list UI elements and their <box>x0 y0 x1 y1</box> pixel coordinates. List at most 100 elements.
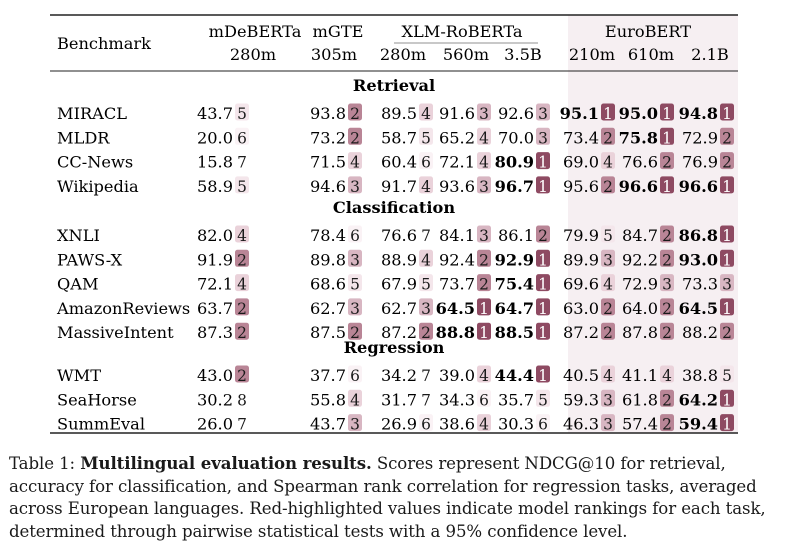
score-value: 43.0 <box>197 366 233 385</box>
rank-number: 3 <box>603 391 613 409</box>
score-value: 95.6 <box>563 177 599 196</box>
rank-number: 2 <box>662 391 672 409</box>
rank-badge <box>601 103 615 121</box>
rank-badge <box>419 103 433 121</box>
rank-number: 1 <box>538 251 548 269</box>
rank-badge <box>419 249 433 267</box>
rank-number: 3 <box>603 251 613 269</box>
score-value: 84.7 <box>622 226 658 245</box>
score-value: 63.7 <box>197 299 233 318</box>
rank-badge <box>419 298 433 316</box>
rank-number: 3 <box>538 105 548 123</box>
rank-badge <box>348 298 362 316</box>
score-value: 70.0 <box>498 128 534 147</box>
section-title-classification: Classification <box>333 198 455 217</box>
rank-number: 2 <box>479 276 489 294</box>
score-value: 69.0 <box>563 153 599 172</box>
rank-number: 3 <box>722 276 732 294</box>
model-name-mgte: mGTE <box>313 22 364 41</box>
rank-number: 2 <box>603 324 613 342</box>
section-title-retrieval: Retrieval <box>353 76 435 95</box>
score-value: 79.9 <box>563 226 599 245</box>
score-value: 87.2 <box>563 323 599 342</box>
score-value: 44.4 <box>495 366 534 385</box>
model-name-eurobert: EuroBERT <box>605 22 691 41</box>
rank-badge <box>660 127 674 145</box>
rank-number: 2 <box>662 154 672 172</box>
rank-badge <box>477 176 491 194</box>
rank-number: 3 <box>479 105 489 123</box>
score-value: 64.5 <box>436 299 475 318</box>
score-value: 20.0 <box>197 128 233 147</box>
rank-badge <box>477 298 491 316</box>
rank-badge <box>536 127 550 145</box>
score-value: 87.2 <box>381 323 417 342</box>
model-size-label: 305m <box>311 45 357 64</box>
score-value: 59.4 <box>679 415 718 434</box>
score-value: 93.6 <box>439 177 475 196</box>
rank-number: 1 <box>722 178 732 196</box>
benchmark-name: Wikipedia <box>57 177 139 196</box>
rank-number: 4 <box>603 367 613 385</box>
rank-badge <box>477 225 491 243</box>
score-value: 87.3 <box>197 323 233 342</box>
rank-number: 3 <box>350 416 360 434</box>
rank-badge <box>419 127 433 145</box>
rank-badge <box>235 225 249 243</box>
rank-number: 7 <box>421 367 431 385</box>
score-value: 96.7 <box>495 177 534 196</box>
rank-number: 3 <box>421 300 431 318</box>
score-value: 40.5 <box>563 366 599 385</box>
rank-number: 1 <box>538 367 548 385</box>
rank-badge <box>419 389 433 407</box>
rank-number: 4 <box>479 367 489 385</box>
score-value: 89.9 <box>563 250 599 269</box>
rank-badge <box>235 322 249 340</box>
rank-badge <box>660 249 674 267</box>
rank-number: 2 <box>662 324 672 342</box>
model-size-label: 280m <box>380 45 426 64</box>
rank-badge <box>601 127 615 145</box>
rank-number: 5 <box>421 276 431 294</box>
rank-badge <box>536 152 550 170</box>
rank-badge <box>601 322 615 340</box>
rank-number: 3 <box>350 251 360 269</box>
score-value: 61.8 <box>622 390 658 409</box>
rank-badge <box>348 152 362 170</box>
model-size-label: 3.5B <box>504 45 542 64</box>
rank-badge <box>660 152 674 170</box>
rank-number: 1 <box>538 178 548 196</box>
model-size-label: 280m <box>230 45 276 64</box>
rank-badge <box>601 249 615 267</box>
rank-badge <box>536 365 550 383</box>
caption-label: Table 1: <box>9 454 76 473</box>
rank-number: 2 <box>603 178 613 196</box>
model-size-label: 210m <box>569 45 615 64</box>
rank-badge <box>536 225 550 243</box>
score-value: 93.0 <box>679 250 718 269</box>
rank-badge <box>235 152 249 170</box>
rank-number: 2 <box>237 367 247 385</box>
model-name-xlm-roberta: XLM-RoBERTa <box>401 22 522 41</box>
rank-badge <box>235 414 249 432</box>
rank-number: 1 <box>662 178 672 196</box>
rank-badge <box>235 127 249 145</box>
score-value: 30.2 <box>197 390 233 409</box>
rank-number: 1 <box>479 324 489 342</box>
rank-number: 6 <box>350 367 360 385</box>
score-value: 26.0 <box>197 415 233 434</box>
rank-badge <box>235 298 249 316</box>
rank-badge <box>660 225 674 243</box>
score-value: 86.1 <box>498 226 534 245</box>
score-value: 87.8 <box>622 323 658 342</box>
score-value: 76.9 <box>682 153 718 172</box>
score-value: 15.8 <box>197 153 233 172</box>
rank-number: 5 <box>237 105 247 123</box>
score-value: 94.6 <box>310 177 346 196</box>
model-name-mdeberta: mDeBERTa <box>209 22 302 41</box>
score-value: 91.7 <box>381 177 417 196</box>
rank-badge <box>235 274 249 292</box>
score-value: 46.3 <box>563 415 599 434</box>
rank-badge <box>348 365 362 383</box>
score-value: 71.5 <box>310 153 346 172</box>
